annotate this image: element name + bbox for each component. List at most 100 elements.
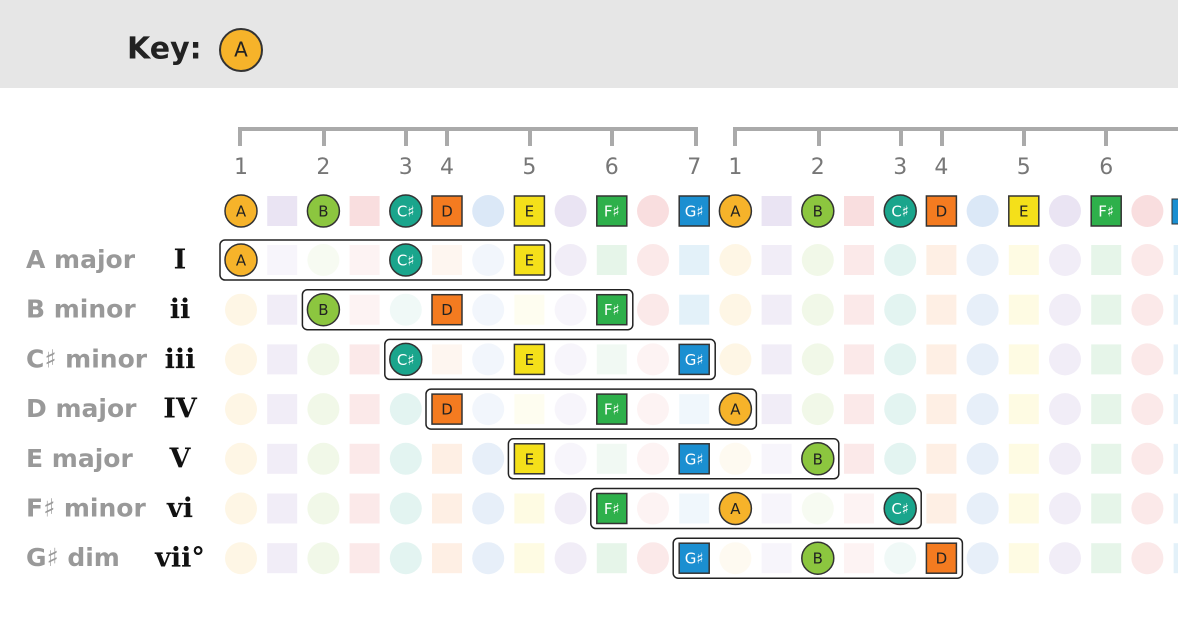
faint-note: [1091, 543, 1122, 574]
faint-note: [349, 394, 380, 425]
note-label: B: [318, 301, 328, 319]
note-label: C♯: [891, 203, 909, 221]
note-label: E: [525, 351, 534, 369]
faint-note: [1173, 294, 1178, 325]
note-label: B: [318, 203, 328, 221]
faint-note: [1049, 293, 1081, 326]
degree-number: 2: [316, 155, 330, 180]
scale-note: [678, 195, 710, 227]
faint-note: [389, 393, 422, 426]
faint-note: [844, 196, 874, 226]
chord-name: A major: [26, 245, 136, 274]
key-label: Key:: [127, 32, 202, 67]
faint-note: [389, 442, 422, 475]
degree-number: 3: [399, 155, 413, 180]
faint-note: [761, 493, 792, 524]
faint-note: [1008, 344, 1039, 375]
note-label: C♯: [397, 203, 415, 221]
faint-note: [307, 542, 340, 575]
header-band: [0, 0, 1178, 88]
faint-note: [514, 493, 545, 524]
chord-note: [513, 343, 546, 376]
faint-note: [1173, 245, 1178, 275]
faint-note: [1049, 542, 1081, 575]
faint-note: [761, 294, 792, 325]
roman-numeral: iii: [165, 344, 196, 375]
faint-note: [1008, 394, 1039, 425]
faint-note: [926, 443, 957, 474]
faint-note: [307, 492, 340, 525]
faint-note: [596, 245, 627, 275]
chord-note: [678, 443, 710, 475]
note-label: A: [730, 500, 741, 518]
faint-note: [472, 542, 505, 575]
scale-note: [596, 195, 628, 227]
faint-note: [1008, 443, 1039, 474]
degree-number: 7: [687, 155, 701, 180]
faint-note: [637, 542, 669, 575]
note-label: F♯: [604, 301, 620, 319]
chord-note: [513, 244, 546, 276]
scale-note: [1090, 195, 1122, 227]
chord-note: [306, 292, 341, 327]
note-label: F♯: [1098, 203, 1114, 221]
faint-note: [432, 344, 462, 375]
faint-note: [307, 244, 340, 276]
faint-note: [225, 442, 257, 475]
faint-note: [554, 492, 587, 525]
faint-note: [761, 394, 792, 425]
degree-number: 3: [893, 155, 907, 180]
faint-note: [472, 442, 505, 475]
faint-note: [472, 343, 505, 376]
scale-note: [1008, 195, 1040, 227]
note-label: E: [1019, 203, 1028, 221]
degree-number: 1: [234, 155, 248, 180]
faint-note: [719, 442, 752, 475]
faint-note: [225, 393, 257, 426]
note-label: G♯: [685, 351, 704, 369]
faint-note: [884, 542, 917, 575]
note-label: D: [936, 203, 948, 221]
faint-note: [349, 443, 380, 474]
faint-note: [1131, 442, 1164, 475]
chord-note: [801, 442, 835, 476]
faint-note: [514, 543, 545, 574]
note-label: A: [730, 401, 741, 419]
chord-name: D major: [26, 394, 137, 423]
octave-bracket: [733, 127, 1178, 146]
note-label: G♯: [685, 550, 704, 568]
faint-note: [844, 394, 874, 425]
note-label: C♯: [891, 500, 909, 518]
faint-note: [844, 493, 874, 524]
note-label: B: [813, 550, 823, 568]
scale-note: [513, 195, 546, 227]
roman-numeral: ii: [170, 294, 191, 325]
faint-note: [926, 245, 957, 275]
faint-note: [514, 294, 545, 325]
faint-note: [1131, 542, 1164, 575]
faint-note: [349, 543, 380, 574]
scale-note: [431, 195, 463, 227]
scale-note: [883, 194, 917, 228]
note-label: F♯: [604, 203, 620, 221]
faint-note: [389, 492, 422, 525]
faint-note: [966, 393, 999, 426]
faint-note: [1091, 493, 1122, 524]
faint-note: [637, 343, 669, 376]
faint-note: [596, 344, 627, 375]
faint-note: [966, 293, 999, 326]
chord-note: [718, 491, 753, 526]
note-label: E: [525, 252, 534, 270]
faint-note: [884, 293, 917, 326]
note-label: F♯: [604, 500, 620, 518]
note-label: A: [236, 203, 247, 221]
faint-note: [432, 245, 462, 275]
faint-note: [1008, 543, 1039, 574]
faint-note: [1131, 195, 1164, 227]
faint-note: [349, 196, 380, 226]
faint-note: [1173, 344, 1178, 375]
faint-note: [1008, 245, 1039, 275]
faint-note: [1049, 195, 1081, 227]
chord-box: [219, 239, 552, 281]
faint-note: [432, 493, 462, 524]
